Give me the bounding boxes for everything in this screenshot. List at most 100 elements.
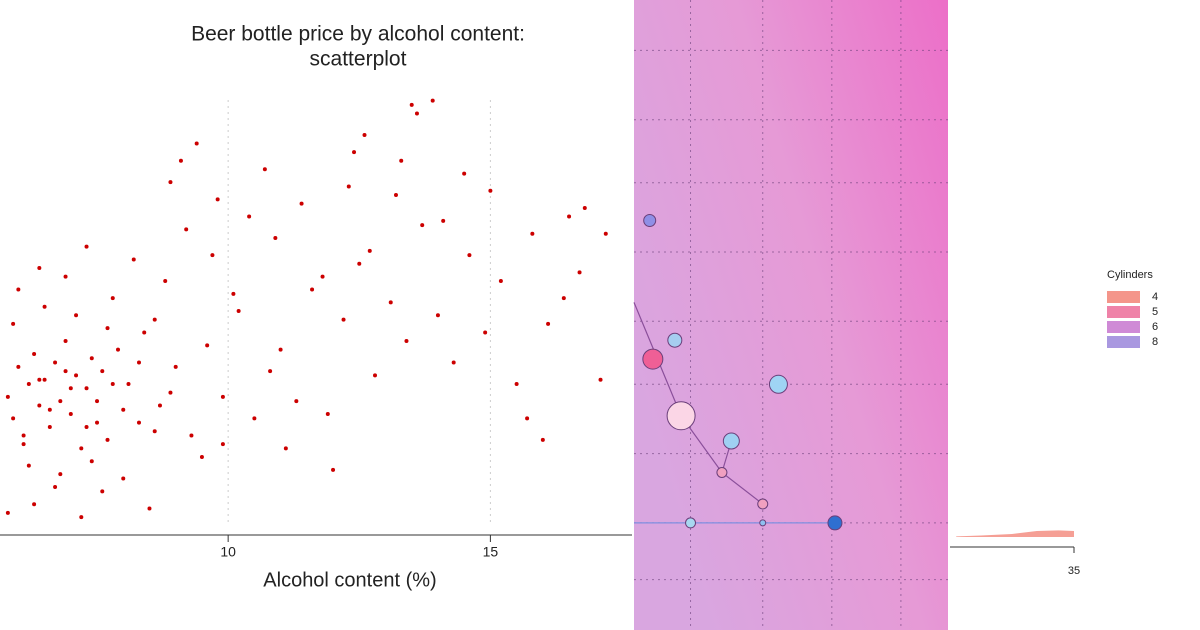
point	[152, 429, 157, 434]
point	[32, 502, 37, 507]
point	[467, 253, 472, 258]
point	[37, 377, 42, 382]
point	[121, 476, 126, 481]
point	[205, 343, 210, 348]
point	[210, 253, 215, 258]
point	[388, 300, 393, 305]
point	[514, 382, 519, 386]
point	[247, 214, 252, 219]
point	[100, 489, 105, 494]
point	[598, 377, 603, 382]
point	[367, 248, 372, 253]
point	[341, 317, 346, 322]
point	[100, 369, 105, 374]
point	[74, 313, 79, 318]
bubble	[757, 498, 769, 510]
bubble	[827, 515, 843, 531]
point	[136, 420, 141, 425]
point	[189, 433, 194, 438]
point	[89, 356, 94, 361]
legend-swatch	[1107, 321, 1140, 333]
point	[346, 184, 351, 189]
point	[42, 377, 47, 382]
point	[561, 296, 566, 301]
point	[420, 223, 425, 228]
title: Beer bottle price by alcohol content:	[191, 23, 525, 46]
legend-label: 5	[1152, 306, 1158, 318]
point	[357, 261, 362, 266]
point	[95, 399, 100, 404]
point	[236, 309, 241, 313]
point	[525, 416, 530, 421]
bubble	[643, 214, 657, 227]
legend-swatch	[1107, 306, 1140, 318]
point	[110, 296, 115, 301]
point	[294, 399, 299, 404]
point	[577, 270, 582, 275]
point	[84, 424, 89, 429]
point	[63, 369, 68, 374]
bubble	[642, 348, 664, 370]
point	[136, 360, 141, 365]
bubble	[722, 432, 740, 450]
point	[142, 330, 147, 335]
point	[89, 459, 94, 464]
point	[152, 317, 157, 322]
point	[79, 515, 84, 520]
point	[63, 274, 68, 279]
point	[435, 313, 440, 318]
point	[231, 291, 236, 296]
point	[299, 201, 304, 206]
legend-swatch	[1107, 291, 1140, 303]
point	[126, 382, 131, 386]
point	[331, 467, 336, 472]
bubble	[685, 517, 697, 529]
point	[483, 330, 488, 335]
point	[47, 424, 52, 429]
point	[199, 455, 204, 459]
point	[53, 485, 58, 490]
point	[215, 197, 220, 202]
bubble	[716, 467, 728, 478]
point	[320, 274, 325, 279]
point	[147, 506, 152, 511]
point	[168, 390, 173, 395]
point	[21, 442, 26, 447]
point	[21, 433, 26, 438]
point	[178, 158, 183, 163]
point	[567, 214, 572, 219]
point	[16, 287, 21, 292]
point	[116, 347, 121, 352]
point	[37, 403, 42, 408]
point	[84, 386, 89, 391]
point	[268, 369, 273, 374]
point	[441, 218, 446, 223]
point	[173, 364, 178, 369]
point	[16, 364, 21, 369]
density-area	[956, 530, 1074, 537]
point	[546, 321, 551, 326]
point	[163, 278, 168, 283]
point	[409, 102, 414, 107]
point	[105, 437, 110, 442]
point	[430, 98, 435, 103]
x-axis-label: Alcohol content (%)	[263, 569, 436, 591]
point	[5, 394, 10, 399]
point	[131, 257, 136, 262]
legend-label: 4	[1152, 291, 1158, 303]
point	[498, 278, 503, 283]
point	[325, 412, 330, 417]
point	[168, 180, 173, 185]
point	[414, 111, 419, 116]
point	[157, 403, 162, 408]
point	[58, 472, 63, 477]
point	[273, 236, 278, 240]
point	[11, 321, 16, 326]
legend-label: 8	[1152, 336, 1158, 348]
legend-title: Cylinders	[1107, 269, 1153, 281]
point	[220, 394, 225, 399]
point	[26, 463, 31, 468]
point	[184, 227, 189, 232]
point	[462, 171, 467, 176]
